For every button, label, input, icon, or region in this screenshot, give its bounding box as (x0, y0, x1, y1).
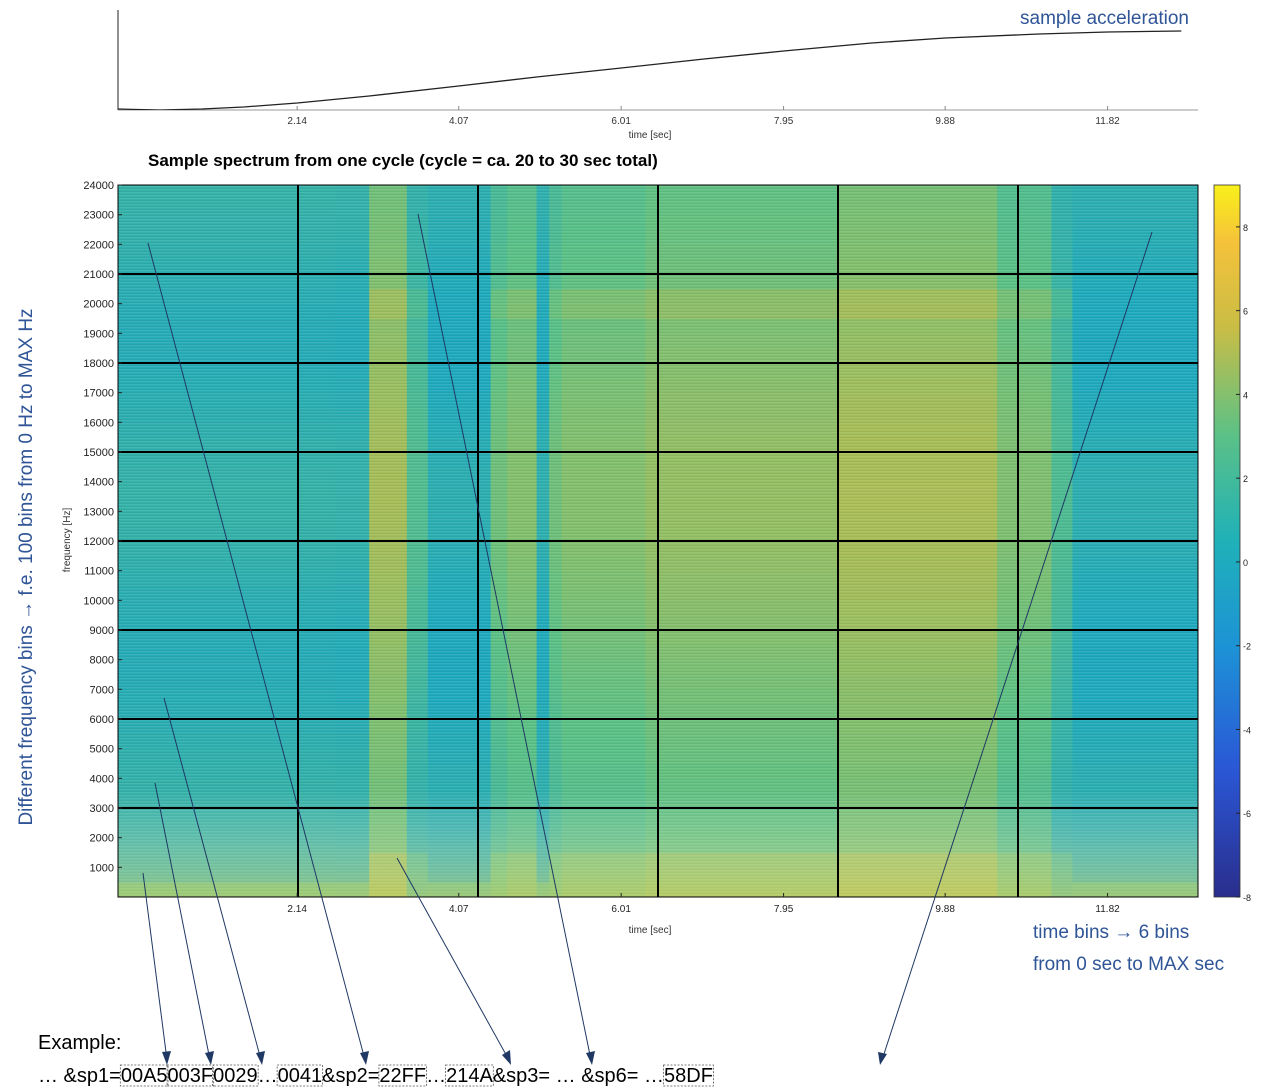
example-hex-box (212, 1064, 259, 1087)
example-hex-box (166, 1064, 215, 1087)
colorbar-tick-label: 4 (1243, 390, 1248, 400)
arrow-line (881, 231, 1153, 1061)
spectrogram-y-tick-label: 6000 (90, 714, 114, 726)
spectrogram-y-tick-label: 4000 (90, 773, 114, 785)
spectrogram-y-tick-label: 12000 (83, 536, 114, 548)
spectrogram-y-tick-label: 24000 (83, 180, 114, 192)
colorbar-tick-label: 0 (1243, 558, 1248, 568)
spectrogram-x-tick-label: 2.14 (287, 904, 307, 915)
arrow-line (142, 872, 168, 1061)
spectrogram-y-tick-label: 17000 (83, 388, 114, 400)
colorbar-tick-label: -2 (1243, 642, 1251, 652)
example-text: … &sp1= (38, 1065, 121, 1087)
arrow-head (205, 1051, 214, 1065)
acceleration-plot: 2.14 4.07 6.01 7.95 9.88 11.82 time [sec] sam… (117, 8, 1198, 141)
accel-series-label: sample acceleration (1020, 8, 1189, 29)
accel-series-line (118, 30, 1182, 110)
annotation-arrows (142, 213, 1153, 1065)
arrow-head (502, 1050, 511, 1065)
arrow-line (396, 857, 510, 1061)
arrow-line (163, 697, 262, 1061)
spectrogram-y-tick-label: 3000 (90, 803, 114, 815)
arrow-head (162, 1051, 171, 1065)
colorbar-tick-label: 6 (1243, 307, 1248, 317)
example-text: … (426, 1065, 446, 1087)
example-hex-value: 00A5 (121, 1065, 168, 1087)
example-hex-box (445, 1064, 494, 1087)
spectrogram-y-tick-label: 21000 (83, 269, 114, 281)
spectrogram-x-tick-label: 11.82 (1095, 904, 1120, 915)
colorbar-tick-label: 2 (1243, 474, 1248, 484)
example-hex-value: 003F (168, 1065, 214, 1087)
example-hex-value: 22FF (379, 1065, 426, 1087)
spectrogram-ylabel: frequency [Hz] (62, 508, 73, 573)
accel-x-tick-label: 9.88 (935, 116, 955, 127)
spectrogram-y-tick-label: 20000 (83, 299, 114, 311)
spectrogram-y-tick-label: 1000 (90, 862, 114, 874)
spectrogram-x-tick-label: 7.95 (774, 904, 794, 915)
accel-xlabel: time [sec] (629, 130, 672, 141)
arrow-head (256, 1051, 265, 1065)
spectrum-title: Sample spectrum from one cycle (cycle = … (148, 151, 658, 170)
colorbar-tick-label: -6 (1243, 809, 1251, 819)
spectrogram-x-tick-label: 9.88 (935, 904, 955, 915)
example-hex-box (119, 1064, 169, 1087)
spectrogram-y-tick-label: 11000 (84, 566, 114, 578)
example-hex-box (276, 1064, 324, 1087)
example-hex-value: 0041 (278, 1065, 323, 1087)
example-hex-value: 58DF (664, 1065, 713, 1087)
frequency-bins-note: Different frequency bins → f.e. 100 bins… (16, 308, 37, 825)
spectrogram-y-tick-label: 22000 (83, 239, 114, 251)
spectrogram-y-tick-label: 2000 (90, 833, 114, 845)
colorbar-gradient (1213, 184, 1241, 898)
spectrogram-y-tick-label: 23000 (83, 210, 114, 222)
example-text: &sp3= … &sp6= … (493, 1065, 664, 1087)
spectrogram-x-tick-label: 6.01 (611, 904, 631, 915)
spectrogram-y-tick-label: 18000 (83, 358, 114, 370)
example-query-line: … &sp1= 00A5 003F 0029 … 0041 &sp2= 22FF … 21… (38, 1064, 714, 1087)
spectrogram-y-tick-label: 5000 (90, 744, 114, 756)
accel-x-tick-label: 2.14 (287, 116, 307, 127)
accel-x-tick-label: 7.95 (774, 116, 794, 127)
spectrogram-y-tick-label: 16000 (83, 417, 114, 429)
example-text: … (258, 1065, 278, 1087)
colorbar-tick-label: -8 (1243, 893, 1251, 903)
accel-x-tick-label: 4.07 (449, 116, 469, 127)
spectrogram-y-tick-label: 14000 (83, 477, 114, 489)
time-bins-note-line2: from 0 sec to MAX sec (1033, 954, 1224, 975)
spectrogram-y-tick-label: 10000 (83, 595, 114, 607)
arrow-head (586, 1051, 595, 1065)
colorbar-tick-label: 8 (1243, 223, 1248, 233)
spectrogram-y-tick-label: 8000 (90, 655, 114, 667)
accel-x-tick-label: 6.01 (611, 116, 631, 127)
example-label: Example: (38, 1032, 121, 1054)
spectrogram-y-tick-label: 13000 (83, 506, 114, 518)
spectrogram-x-tick-label: 4.07 (449, 904, 469, 915)
colorbar: 8 6 4 2 0 -2 -4 -6 -8 (1213, 184, 1251, 903)
arrow-line (417, 213, 592, 1061)
accel-x-tick-label: 11.82 (1095, 116, 1120, 127)
spectrogram-xlabel: time [sec] (629, 925, 672, 936)
arrow-line (147, 242, 366, 1061)
arrow-head (360, 1051, 369, 1065)
spectrogram-y-tick-label: 19000 (83, 328, 114, 340)
arrow-head (878, 1052, 887, 1065)
example-hex-value: 214A (446, 1065, 493, 1087)
example-hex-box (378, 1064, 427, 1087)
spectrogram-y-tick-label: 7000 (90, 684, 114, 696)
time-bins-note-line1: time bins → 6 bins (1033, 922, 1189, 943)
arrow-line (154, 782, 211, 1061)
example-text: &sp2= (322, 1065, 379, 1087)
spectrogram-plot: 1000 2000 3000 4000 5000 6000 7000 8000 9000 1000… (62, 180, 1199, 936)
example-hex-box (663, 1064, 714, 1087)
spectrogram-y-tick-label: 9000 (90, 625, 114, 637)
example-hex-value: 0029 (213, 1065, 258, 1087)
spectrogram-y-tick-label: 15000 (83, 447, 114, 459)
colorbar-tick-label: -4 (1243, 725, 1251, 735)
